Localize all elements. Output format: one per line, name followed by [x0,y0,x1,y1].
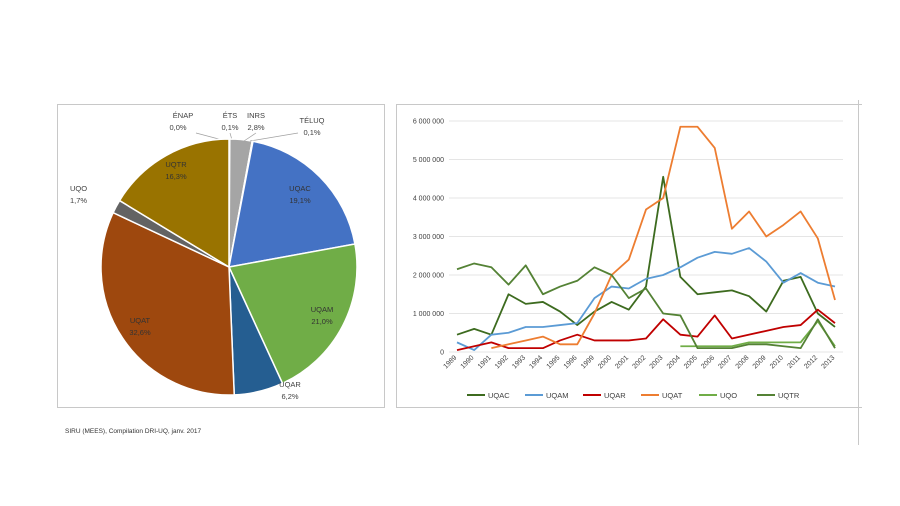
x-tick-label: 1991 [477,354,493,370]
pie-label-uqam: UQAM [311,305,334,314]
x-tick-label: 2003 [649,354,665,370]
pie-slice-uqat [100,211,236,396]
legend-label-uqtr: UQTR [778,391,800,400]
x-tick-label: 2008 [735,354,751,370]
pie-chart-panel: ÉNAP 0,0% ÉTS 0,1% INRS 2,8% TÉLUQ 0,1% UQAC 19,1… [57,104,385,408]
source-note: SIRU (MEES), Compilation DRI-UQ, janv. 2… [65,428,202,435]
pie-label-uqac: UQAC [289,184,311,193]
pie-leader-teluq [249,132,299,142]
legend-label-uqam: UQAM [546,391,569,400]
series-line-uqat [491,125,836,350]
series-line-uqam [456,247,836,351]
series-line-uqo [680,320,836,348]
x-tick-label: 2004 [666,354,682,370]
pie-chart: ÉNAP 0,0% ÉTS 0,1% INRS 2,8% TÉLUQ 0,1% UQAC 19,1… [70,111,358,401]
pie-value-uqac: 19,1% [289,196,311,205]
x-tick-label: 2009 [752,354,768,370]
series-line-uqar [456,308,836,351]
x-tick-label: 1999 [580,354,596,370]
x-tick-label: 2007 [717,354,733,370]
y-tick-label: 3 000 000 [413,234,444,241]
pie-value-teluq: 0,1% [303,128,320,137]
pie-value-enap: 0,0% [169,123,186,132]
x-tick-label: 2012 [803,354,819,370]
y-tick-label: 6 000 000 [413,119,444,126]
legend-label-uqat: UQAT [662,391,683,400]
series-line-uqac [456,175,836,336]
pie-label-uqar: UQAR [279,380,301,389]
pie-value-uqat: 32,6% [129,328,151,337]
pie-value-uqam: 21,0% [311,317,333,326]
x-tick-label: 1994 [528,354,544,370]
x-tick-label: 2001 [614,354,630,370]
pie-value-uqar: 6,2% [281,392,298,401]
x-tick-label: 1996 [563,354,579,370]
pie-label-inrs: INRS [247,111,265,120]
y-tick-label: 0 [440,350,444,357]
x-tick-label: 2002 [631,354,647,370]
x-tick-label: 2005 [683,354,699,370]
x-tick-label: 1989 [442,354,458,370]
legend-label-uqac: UQAC [488,391,510,400]
x-tick-label: 2006 [700,354,716,370]
line-chart: 0 1 000 000 2 000 000 3 000 000 4 000 000 5 0… [413,119,843,400]
x-tick-label: 2013 [820,354,836,370]
pie-label-uqat: UQAT [130,316,151,325]
pie-label-uqo: UQO [70,184,87,193]
y-tick-label: 5 000 000 [413,157,444,164]
legend-label-uqar: UQAR [604,391,626,400]
x-tick-label: 1990 [460,354,476,370]
pie-leader-inrs [243,132,257,142]
pie-label-teluq: TÉLUQ [299,116,324,125]
pie-label-ets: ÉTS [223,111,238,120]
pie-label-uqtr: UQTR [165,160,187,169]
x-tick-label: 2011 [786,354,802,370]
line-chart-panel: 0 1 000 000 2 000 000 3 000 000 4 000 000 5 0… [396,104,862,408]
legend-label-uqo: UQO [720,391,737,400]
y-tick-label: 4 000 000 [413,196,444,203]
x-tick-label: 1993 [511,354,527,370]
y-tick-label: 2 000 000 [413,273,444,280]
x-tick-label: 2010 [769,354,785,370]
panel-edge [858,100,859,445]
x-tick-label: 1995 [546,354,562,370]
x-tick-label: 1992 [494,354,510,370]
pie-slice-uqam [227,243,358,385]
pie-label-enap: ÉNAP [173,111,193,120]
pie-value-uqtr: 16,3% [165,172,187,181]
pie-value-ets: 0,1% [221,123,238,132]
y-tick-label: 1 000 000 [413,311,444,318]
x-tick-label: 2000 [597,354,613,370]
series-line-uqtr [456,262,836,350]
pie-value-inrs: 2,8% [247,123,264,132]
pie-value-uqo: 1,7% [70,196,87,205]
pie-slice-uqac [228,140,356,268]
pie-slice-uqtr [118,138,230,269]
